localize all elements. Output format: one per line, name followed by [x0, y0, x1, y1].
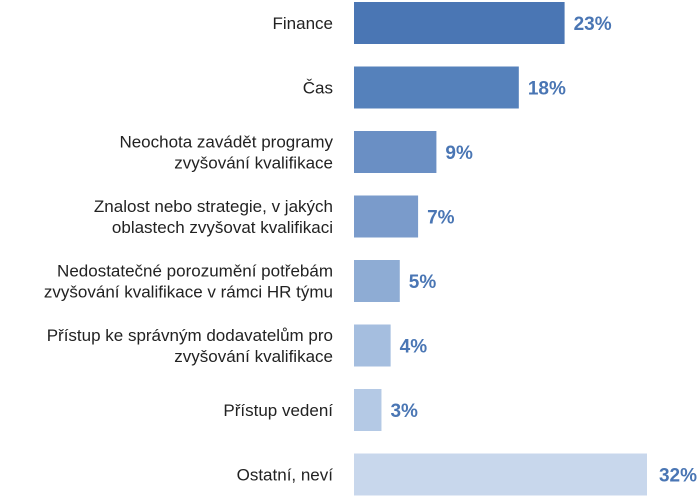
category-label-line: Přístup ke správným dodavatelům pro: [47, 326, 333, 345]
category-label-line: zvyšování kvalifikace v rámci HR týmu: [44, 283, 333, 302]
bar-7: [354, 389, 382, 431]
bar-group: [354, 2, 647, 496]
bar-4: [354, 195, 419, 238]
category-label-2: Čas: [303, 79, 333, 98]
category-label-line: Přístup vedení: [223, 401, 333, 420]
category-label-group: Finance Čas Neochota zavádět programy zvyšo…: [44, 14, 334, 485]
category-label-4: Znalost nebo strategie, v jakých oblastec…: [94, 197, 333, 237]
value-label-6: 4%: [400, 337, 428, 358]
category-label-line: Nedostatečné porozumění potřebám: [57, 262, 333, 281]
bar-6: [354, 324, 391, 367]
value-label-group: 23% 18% 9% 7% 5% 4% 3% 32%: [390, 14, 697, 487]
category-label-8: Ostatní, neví: [237, 466, 334, 485]
category-label-7: Přístup vedení: [223, 401, 333, 420]
bar-1: [354, 2, 565, 44]
value-label-4: 7%: [427, 208, 455, 229]
category-label-line: Čas: [303, 79, 333, 98]
value-label-3: 9%: [445, 143, 473, 164]
bar-8: [354, 453, 647, 496]
category-label-line: Znalost nebo strategie, v jakých: [94, 197, 333, 216]
category-label-line: zvyšování kvalifikace: [174, 154, 333, 173]
value-label-5: 5%: [409, 272, 437, 293]
category-label-line: Ostatní, neví: [237, 466, 334, 485]
value-label-2: 18%: [528, 79, 566, 100]
bar-3: [354, 131, 437, 173]
category-label-line: zvyšování kvalifikace: [174, 347, 333, 366]
category-label-line: oblastech zvyšovat kvalifikaci: [112, 218, 333, 237]
value-label-1: 23%: [574, 14, 612, 35]
category-label-3: Neochota zavádět programy zvyšování kvali…: [119, 133, 333, 173]
category-label-line: Finance: [273, 14, 333, 33]
bar-2: [354, 66, 519, 109]
category-label-5: Nedostatečné porozumění potřebám zvyšován…: [44, 262, 333, 302]
value-label-8: 32%: [659, 466, 697, 487]
category-label-6: Přístup ke správným dodavatelům pro zvyšo…: [47, 326, 333, 366]
category-label-1: Finance: [273, 14, 333, 33]
value-label-7: 3%: [390, 401, 418, 422]
bar-5: [354, 260, 400, 302]
category-label-line: Neochota zavádět programy: [119, 133, 333, 152]
